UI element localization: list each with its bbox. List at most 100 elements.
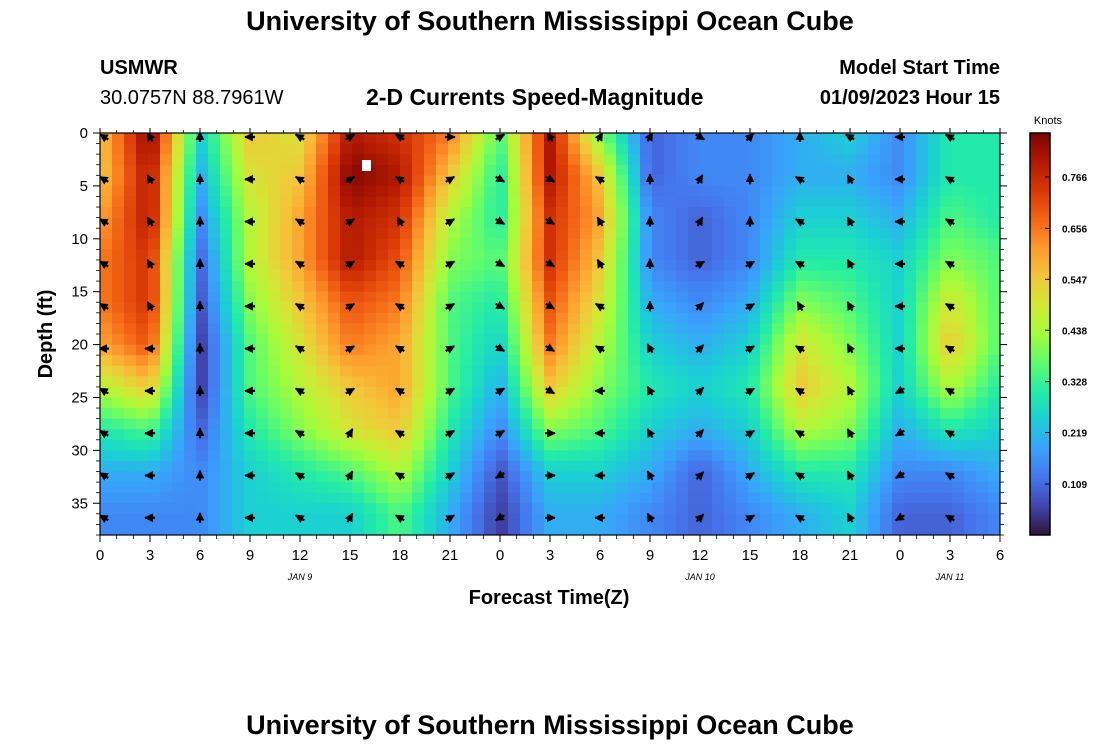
heatmap-cell <box>400 386 413 399</box>
heatmap-cell <box>328 429 341 441</box>
heatmap-cell <box>400 249 413 261</box>
heatmap-cell <box>280 175 293 187</box>
heatmap-cell <box>556 344 569 356</box>
heatmap-cell <box>352 164 365 176</box>
heatmap-cell <box>772 323 785 335</box>
current-vector-arrow <box>944 218 955 227</box>
heatmap-cell <box>592 270 605 282</box>
heatmap-cell <box>712 439 725 451</box>
heatmap-cell <box>580 524 593 535</box>
heatmap-cell <box>532 365 545 377</box>
heatmap-cell <box>244 344 257 356</box>
heatmap-cell <box>928 429 941 441</box>
heatmap-cell <box>376 133 389 145</box>
heatmap-cell <box>160 143 173 155</box>
heatmap-cell <box>604 291 617 303</box>
heatmap-cell <box>556 228 569 240</box>
heatmap-cell <box>820 164 833 176</box>
heatmap-cell <box>772 439 785 451</box>
heatmap-cell <box>352 429 365 441</box>
heatmap-cell <box>856 217 869 229</box>
heatmap-cell <box>736 408 749 420</box>
heatmap-cell <box>112 323 125 335</box>
heatmap-cell <box>340 143 353 155</box>
heatmap-cell <box>100 344 113 356</box>
heatmap-cell <box>592 323 605 335</box>
heatmap-cell <box>400 524 413 535</box>
heatmap-cell <box>640 492 653 504</box>
heatmap-cell <box>484 281 497 293</box>
heatmap-cell <box>820 503 833 515</box>
heatmap-cell <box>616 323 629 335</box>
heatmap-cell <box>136 302 149 314</box>
heatmap-cell <box>820 482 833 494</box>
heatmap-cell <box>904 397 917 409</box>
heatmap-cell <box>496 365 509 377</box>
heatmap-cell <box>400 207 413 219</box>
heatmap-cell <box>508 355 521 367</box>
heatmap-cell <box>592 418 605 430</box>
heatmap-cell <box>484 238 497 250</box>
heatmap-cell <box>484 418 497 430</box>
heatmap-cell <box>952 365 965 377</box>
heatmap-cell <box>784 418 797 430</box>
heatmap-cell <box>532 471 545 483</box>
heatmap-cell <box>712 503 725 515</box>
heatmap-cell <box>868 397 881 409</box>
heatmap-cell <box>736 259 749 272</box>
heatmap-cell <box>760 207 773 219</box>
heatmap-cell <box>988 503 1000 515</box>
heatmap-cell <box>184 355 197 367</box>
heatmap-cell <box>388 143 401 155</box>
heatmap-cell <box>100 143 113 155</box>
heatmap-cell <box>820 376 833 388</box>
heatmap-cell <box>952 207 965 219</box>
heatmap-cell <box>196 175 209 187</box>
heatmap-cell <box>148 270 161 282</box>
heatmap-cell <box>532 429 545 441</box>
heatmap-cell <box>700 524 713 535</box>
heatmap-cell <box>208 228 221 240</box>
heatmap-cell <box>472 492 485 504</box>
heatmap-cell <box>472 386 485 399</box>
heatmap-cell <box>760 450 773 462</box>
heatmap-cell <box>232 429 245 441</box>
heatmap-cell <box>880 217 893 229</box>
heatmap-cell <box>292 482 305 494</box>
heatmap-cell <box>616 238 629 250</box>
heatmap-cell <box>388 164 401 176</box>
heatmap-cell <box>400 133 413 145</box>
heatmap-cell <box>904 386 917 399</box>
heatmap-cell <box>304 217 317 229</box>
heatmap-cell <box>352 376 365 388</box>
heatmap-cell <box>820 312 833 325</box>
heatmap-cell <box>700 312 713 325</box>
heatmap-cell <box>424 344 437 356</box>
heatmap-cell <box>328 143 341 155</box>
heatmap-cell <box>496 323 509 335</box>
heatmap-cell <box>856 408 869 420</box>
heatmap-cell <box>616 143 629 155</box>
heatmap-cell <box>292 524 305 535</box>
heatmap-cell <box>820 270 833 282</box>
current-vector-arrow <box>646 512 656 523</box>
heatmap-cell <box>664 249 677 261</box>
heatmap-cell <box>904 334 917 346</box>
heatmap-cell <box>664 513 677 526</box>
heatmap-cell <box>784 524 797 535</box>
heatmap-cell <box>604 217 617 229</box>
heatmap-cell <box>964 302 977 314</box>
heatmap-cell <box>724 439 737 451</box>
heatmap-cell <box>580 323 593 335</box>
heatmap-cell <box>184 291 197 303</box>
heatmap-cell <box>532 460 545 473</box>
heatmap-cell <box>160 429 173 441</box>
heatmap-cell <box>964 344 977 356</box>
heatmap-cell <box>268 513 281 526</box>
heatmap-cell <box>688 164 701 176</box>
heatmap-cell <box>460 471 473 483</box>
heatmap-cell <box>136 471 149 483</box>
heatmap-cell <box>196 418 209 430</box>
heatmap-cell <box>928 471 941 483</box>
heatmap-cell <box>376 397 389 409</box>
